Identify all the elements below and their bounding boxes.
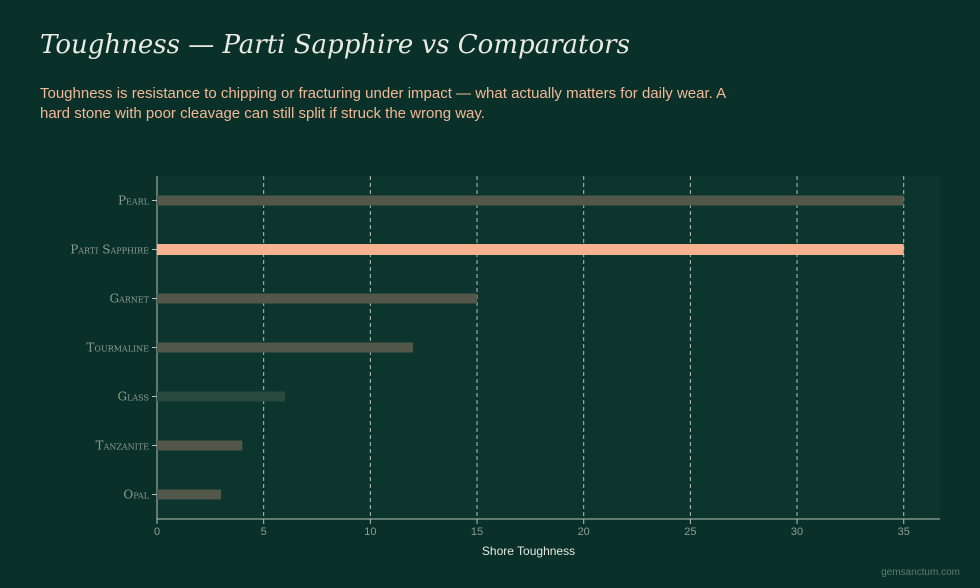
chart-title: Toughness — Parti Sapphire vs Comparator…	[40, 30, 630, 60]
x-tick-label: 35	[898, 526, 910, 538]
bar-parti-sapphire	[157, 244, 904, 255]
watermark: gemsanctum.com	[881, 567, 960, 578]
x-tick-label: 20	[578, 526, 590, 538]
x-tick-label: 30	[791, 526, 803, 538]
bar-tanzanite	[157, 440, 243, 451]
category-label: Opal	[123, 488, 149, 502]
bar-garnet	[157, 293, 478, 304]
category-label: Tanzanite	[96, 439, 150, 453]
x-tick-label: 0	[154, 526, 160, 538]
bar-opal	[157, 489, 222, 500]
category-label: Tourmaline	[86, 341, 149, 355]
x-tick-label: 5	[261, 526, 267, 538]
x-tick-label: 10	[364, 526, 376, 538]
x-axis-label: Shore Toughness	[482, 544, 575, 558]
category-label: Glass	[118, 390, 150, 404]
x-tick-label: 15	[471, 526, 483, 538]
x-tick-label: 25	[684, 526, 696, 538]
bar-tourmaline	[157, 342, 414, 353]
category-label: Parti Sapphire	[70, 243, 149, 257]
category-label: Pearl	[118, 194, 150, 208]
category-label: Garnet	[109, 292, 149, 306]
bar-pearl	[157, 195, 904, 206]
chart-subtitle: Toughness is resistance to chipping or f…	[40, 85, 726, 122]
bar-glass	[157, 391, 286, 402]
